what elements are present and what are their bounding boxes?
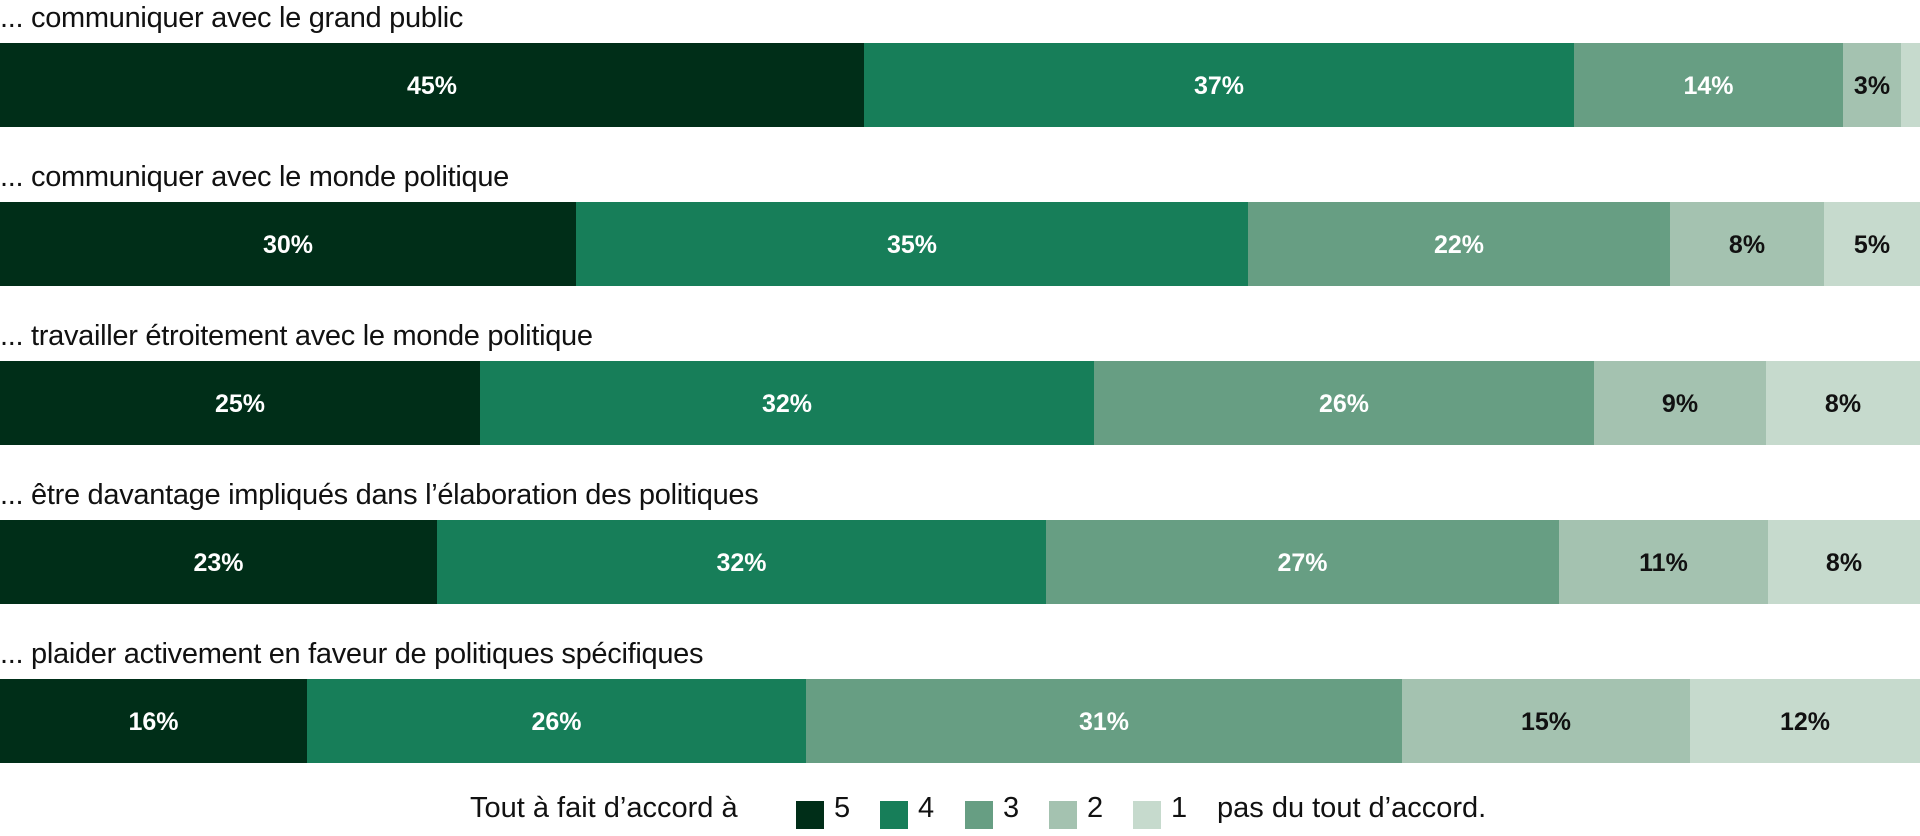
bar-segment-2-2 <box>1670 202 1824 286</box>
bar-segment-4-5 <box>0 520 437 604</box>
bar-segment-5-2 <box>1402 679 1690 763</box>
legend-suffix: pas du tout d’accord. <box>1217 792 1486 824</box>
bar-segment-4-3 <box>1046 520 1559 604</box>
bar-segment-4-2 <box>1559 520 1768 604</box>
legend-label-4: 4 <box>918 792 934 824</box>
data-label-4-5: 23% <box>193 549 243 577</box>
data-label-1-2: 3% <box>1854 72 1890 100</box>
data-label-5-1: 12% <box>1780 708 1830 736</box>
data-label-2-2: 8% <box>1729 231 1765 259</box>
bar-segment-3-3 <box>1094 361 1594 445</box>
data-label-2-1: 5% <box>1854 231 1890 259</box>
legend-swatch-4 <box>880 801 908 829</box>
data-label-3-3: 26% <box>1319 390 1369 418</box>
data-label-5-4: 26% <box>531 708 581 736</box>
legend-prefix: Tout à fait d’accord à <box>470 792 738 824</box>
data-label-4-3: 27% <box>1277 549 1327 577</box>
legend-label-2: 2 <box>1087 792 1103 824</box>
bar-segment-3-1 <box>1766 361 1920 445</box>
bar-segment-5-4 <box>307 679 806 763</box>
data-label-1-3: 14% <box>1683 72 1733 100</box>
bar-segment-5-1 <box>1690 679 1920 763</box>
legend-swatch-1 <box>1133 801 1161 829</box>
data-label-1-5: 45% <box>407 72 457 100</box>
data-label-3-2: 9% <box>1662 390 1698 418</box>
bar-segment-4-4 <box>437 520 1046 604</box>
bar-segment-3-2 <box>1594 361 1766 445</box>
data-label-5-2: 15% <box>1521 708 1571 736</box>
legend-swatch-5 <box>796 801 824 829</box>
bar-segment-2-4 <box>576 202 1248 286</box>
data-label-2-4: 35% <box>887 231 937 259</box>
data-label-2-5: 30% <box>263 231 313 259</box>
bar-segment-5-5 <box>0 679 307 763</box>
data-label-4-4: 32% <box>716 549 766 577</box>
row-label-1: ... communiquer avec le grand public <box>0 2 463 34</box>
legend-label-1: 1 <box>1171 792 1187 824</box>
bar-segment-4-1 <box>1768 520 1920 604</box>
legend-swatch-2 <box>1049 801 1077 829</box>
data-label-4-1: 8% <box>1826 549 1862 577</box>
row-label-5: ... plaider activement en faveur de poli… <box>0 638 703 670</box>
bar-segment-2-3 <box>1248 202 1670 286</box>
bar-segment-1-3 <box>1574 43 1843 127</box>
legend-label-5: 5 <box>834 792 850 824</box>
data-label-2-3: 22% <box>1434 231 1484 259</box>
bar-segment-2-1 <box>1824 202 1920 286</box>
row-label-4: ... être davantage impliqués dans l’élab… <box>0 479 758 511</box>
data-label-5-3: 31% <box>1079 708 1129 736</box>
data-label-3-5: 25% <box>215 390 265 418</box>
bar-segment-1-2 <box>1843 43 1901 127</box>
row-label-2: ... communiquer avec le monde politique <box>0 161 509 193</box>
legend-swatch-3 <box>965 801 993 829</box>
data-label-3-1: 8% <box>1825 390 1861 418</box>
data-label-5-5: 16% <box>128 708 178 736</box>
bar-segment-3-4 <box>480 361 1094 445</box>
bar-segment-3-5 <box>0 361 480 445</box>
data-label-3-4: 32% <box>762 390 812 418</box>
data-label-1-4: 37% <box>1194 72 1244 100</box>
legend-label-3: 3 <box>1003 792 1019 824</box>
bar-segment-1-5 <box>0 43 864 127</box>
data-label-4-2: 11% <box>1639 549 1688 577</box>
bar-segment-1-4 <box>864 43 1574 127</box>
bar-segment-2-5 <box>0 202 576 286</box>
bar-segment-5-3 <box>806 679 1402 763</box>
row-label-3: ... travailler étroitement avec le monde… <box>0 320 593 352</box>
bar-segment-1-1 <box>1901 43 1920 127</box>
